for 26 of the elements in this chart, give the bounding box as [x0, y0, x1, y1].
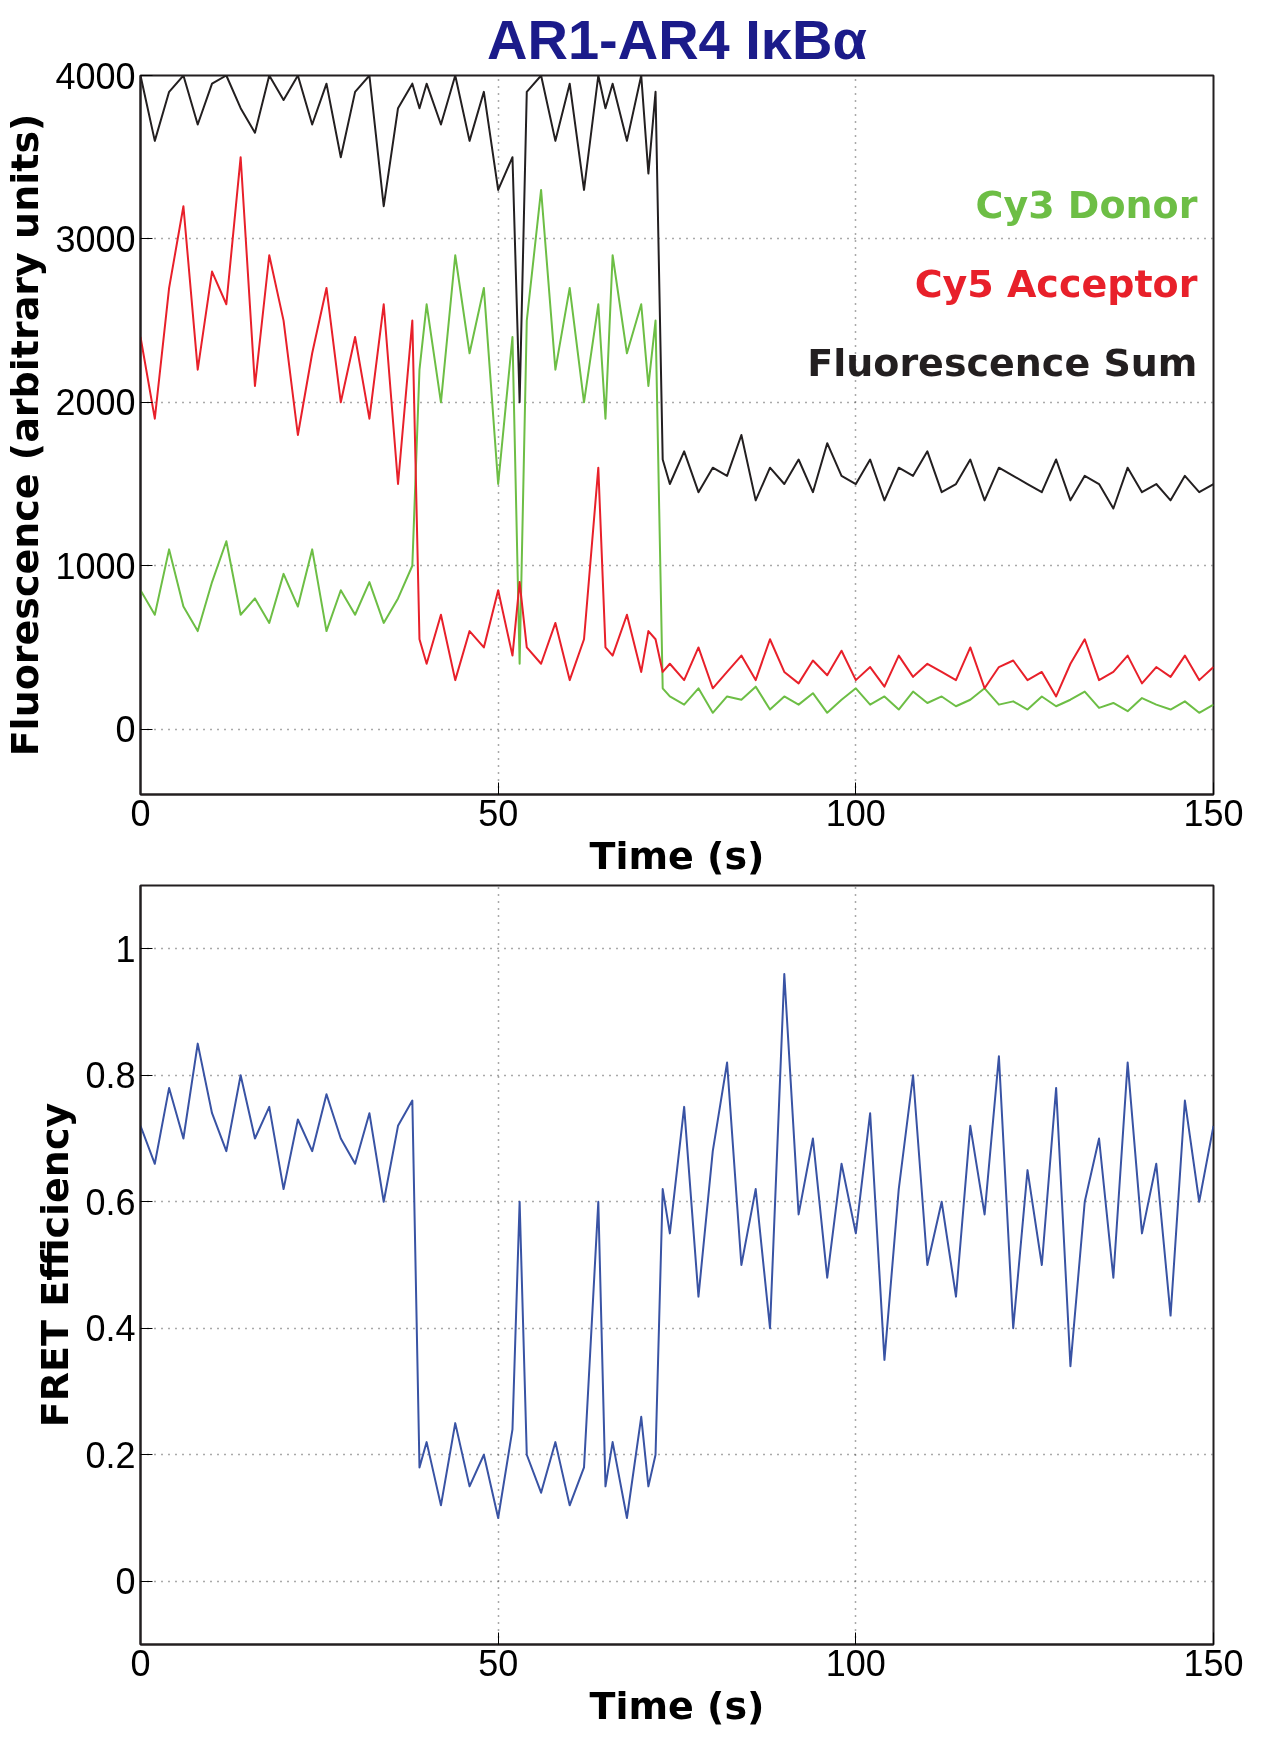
x-axis-title: Time (s): [589, 833, 765, 878]
x-tick-label: 150: [1183, 1642, 1244, 1684]
y-tick-label: 0: [115, 709, 136, 751]
line-series: [140, 973, 1214, 1519]
y-tick-label: 0.6: [85, 1181, 136, 1223]
x-tick-label: 100: [825, 1642, 886, 1684]
y-axis-title: Fluorescence (arbitrary units): [3, 113, 48, 757]
x-axis-title: Time (s): [589, 1683, 765, 1728]
text: Cy5 Acceptor: [914, 262, 1198, 307]
y-tick-label: 0: [115, 1561, 136, 1603]
y-tick-label: 0.2: [85, 1434, 136, 1476]
y-tick-label: 0.8: [85, 1055, 136, 1097]
y-axis-title: FRET Efficiency: [33, 1102, 78, 1428]
y-tick-label: 3000: [55, 218, 136, 260]
y-tick-label: 0.4: [85, 1308, 136, 1350]
series-label: Fluorescence Sum: [807, 341, 1198, 386]
y-tick-label: 1000: [55, 545, 136, 587]
x-tick-label: 50: [478, 792, 519, 834]
y-tick-label: 4000: [55, 55, 136, 97]
x-tick-label: 50: [478, 1642, 519, 1684]
y-tick-label: 1: [115, 928, 136, 970]
x-tick-label: 100: [825, 792, 886, 834]
chart-title: AR1-AR4 IκBα: [487, 7, 867, 71]
y-tick-label: 2000: [55, 382, 136, 424]
text: Cy3 Donor: [975, 182, 1198, 227]
x-tick-label: 150: [1183, 792, 1244, 834]
